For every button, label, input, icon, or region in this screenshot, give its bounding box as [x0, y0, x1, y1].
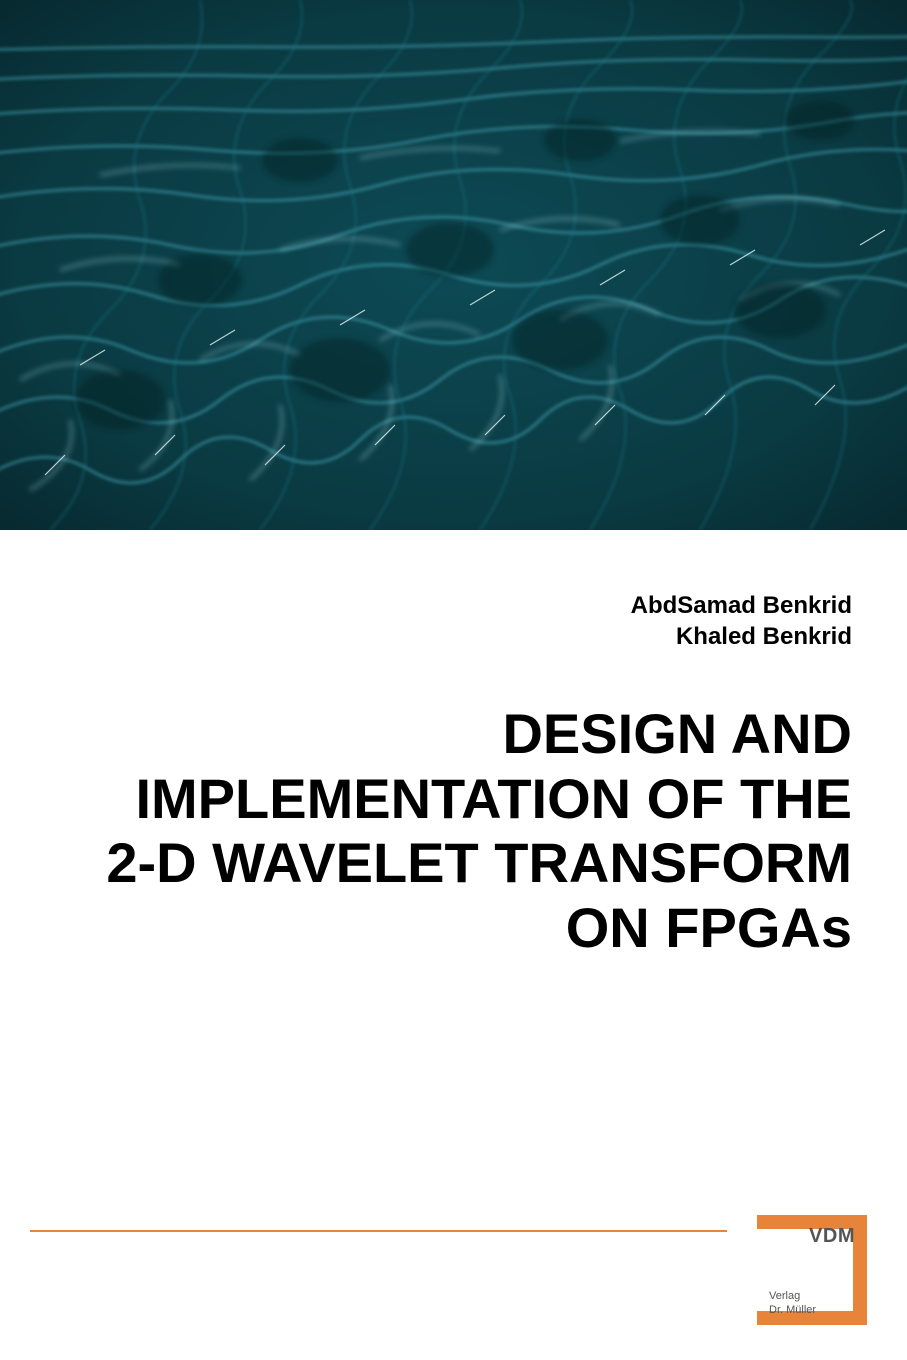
title-line-2: IMPLEMENTATION OF THE — [55, 767, 852, 831]
author-1: AbdSamad Benkrid — [55, 590, 852, 621]
publisher-line2: Dr. Müller — [769, 1304, 816, 1317]
publisher-brand: VDM — [809, 1225, 855, 1248]
publisher-line1: Verlag — [769, 1290, 800, 1303]
book-title: DESIGN AND IMPLEMENTATION OF THE 2-D WAV… — [55, 702, 852, 960]
title-line-1: DESIGN AND — [55, 702, 852, 766]
publisher-logo: VDM Verlag Dr. Müller — [757, 1215, 867, 1325]
hero-water-image — [0, 0, 907, 530]
title-line-4: ON FPGAs — [55, 896, 852, 960]
title-line-3: 2-D WAVELET TRANSFORM — [55, 831, 852, 895]
author-2: Khaled Benkrid — [55, 621, 852, 652]
horizontal-rule — [30, 1230, 727, 1232]
content-area: AbdSamad Benkrid Khaled Benkrid DESIGN A… — [0, 530, 907, 960]
authors-block: AbdSamad Benkrid Khaled Benkrid — [55, 590, 852, 652]
